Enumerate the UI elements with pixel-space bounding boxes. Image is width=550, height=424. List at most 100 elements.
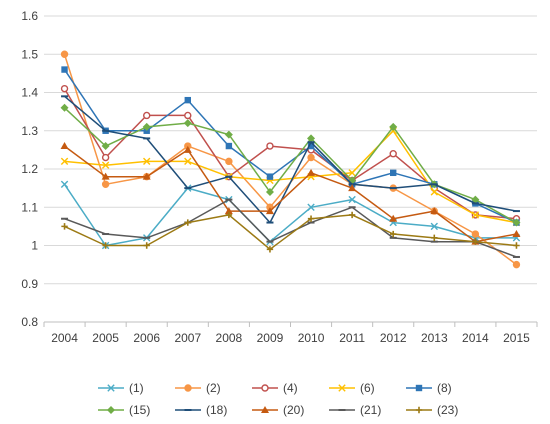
legend-marker	[261, 406, 269, 413]
legend-label: (23)	[437, 403, 458, 417]
data-point	[184, 111, 192, 120]
legend-label: (20)	[283, 403, 304, 417]
legend-marker	[184, 384, 192, 392]
legend-item: (4)	[252, 381, 298, 395]
data-point	[389, 122, 398, 131]
x-tick-label: 2014	[462, 331, 489, 345]
data-point	[60, 50, 69, 58]
x-tick-label: 2004	[51, 331, 78, 345]
x-tick-label: 2010	[298, 331, 325, 345]
data-point	[430, 222, 438, 231]
data-point	[225, 142, 233, 150]
data-point	[266, 246, 274, 253]
data-point	[101, 161, 110, 169]
series-line	[64, 145, 517, 243]
legend-marker	[415, 384, 423, 392]
x-tick-label: 2005	[92, 331, 119, 345]
data-point	[102, 242, 109, 249]
data-point	[60, 142, 69, 150]
legend-label: (6)	[360, 381, 375, 395]
data-point	[184, 96, 191, 104]
data-point	[143, 111, 151, 120]
data-point	[390, 230, 397, 238]
legend-item: (18)	[175, 403, 227, 417]
series-line	[64, 130, 517, 224]
data-point	[348, 169, 356, 177]
y-tick-label: 1.1	[21, 200, 38, 214]
x-tick-label: 2008	[216, 331, 243, 345]
data-point	[142, 172, 151, 180]
legend-label: (4)	[283, 381, 298, 395]
data-point	[61, 223, 68, 230]
data-point	[512, 230, 521, 238]
legend-label: (1)	[129, 381, 144, 395]
data-point	[101, 180, 110, 189]
x-tick-label: 2015	[503, 331, 530, 345]
series-23	[61, 211, 520, 253]
data-point	[348, 195, 356, 204]
y-tick-label: 0.8	[21, 315, 38, 329]
data-point	[183, 145, 192, 153]
data-point	[471, 211, 480, 219]
legend-item: (23)	[406, 403, 458, 417]
data-point	[101, 142, 110, 151]
data-point	[224, 130, 233, 139]
legend-label: (21)	[360, 403, 381, 417]
data-point	[390, 169, 397, 177]
y-tick-label: 1.4	[21, 86, 38, 100]
data-point	[472, 238, 479, 245]
y-tick-label: 1	[31, 239, 38, 253]
legend-marker	[338, 384, 346, 392]
data-point	[430, 188, 438, 196]
data-point	[101, 172, 110, 180]
series-line	[64, 198, 517, 258]
data-point	[143, 157, 151, 166]
data-point	[265, 187, 274, 196]
axes: 0.8 0.9 1 1.1 1.2 1.3 1.4 1.5 1.6 2004 2005 2006 200…	[21, 9, 538, 345]
legend-marker	[261, 384, 269, 392]
data-point	[512, 218, 521, 227]
data-point	[307, 134, 316, 143]
data-point	[431, 234, 438, 242]
legend-item: (15)	[98, 403, 150, 417]
series-line	[63, 107, 517, 224]
legend-marker	[107, 384, 115, 392]
y-tick-label: 1.3	[21, 124, 38, 138]
legend-item: (20)	[252, 403, 304, 417]
series-line	[63, 54, 517, 266]
x-tick-label: 2012	[380, 331, 407, 345]
series-21	[61, 198, 520, 258]
legend-label: (15)	[129, 403, 150, 417]
legend-marker	[107, 406, 115, 414]
data-point	[471, 195, 480, 204]
legend-marker	[415, 406, 423, 414]
legend-item: (21)	[329, 403, 381, 417]
data-point	[471, 230, 480, 238]
series-2	[60, 50, 521, 269]
data-point	[307, 215, 315, 222]
data-point	[307, 142, 315, 150]
data-point	[348, 211, 356, 219]
data-point	[61, 66, 68, 73]
data-point	[389, 214, 398, 222]
x-tick-label: 2006	[133, 331, 160, 345]
data-point	[60, 84, 69, 93]
series-line	[64, 214, 517, 251]
series-line	[64, 95, 517, 224]
data-point	[184, 157, 192, 166]
y-tick-label: 1.2	[21, 162, 38, 176]
data-point	[307, 153, 315, 162]
data-point	[60, 180, 69, 188]
data-point	[266, 142, 274, 150]
y-tick-label: 0.9	[21, 277, 38, 291]
data-point	[60, 103, 69, 112]
series-20	[60, 142, 521, 245]
x-tick-label: 2013	[421, 331, 448, 345]
data-point	[307, 168, 316, 176]
x-tick-label: 2011	[339, 331, 365, 345]
x-tick-label: 2009	[257, 331, 284, 345]
legend-item: (8)	[406, 381, 452, 395]
data-point	[389, 149, 397, 158]
data-point	[430, 207, 439, 215]
legend-label: (18)	[206, 403, 227, 417]
